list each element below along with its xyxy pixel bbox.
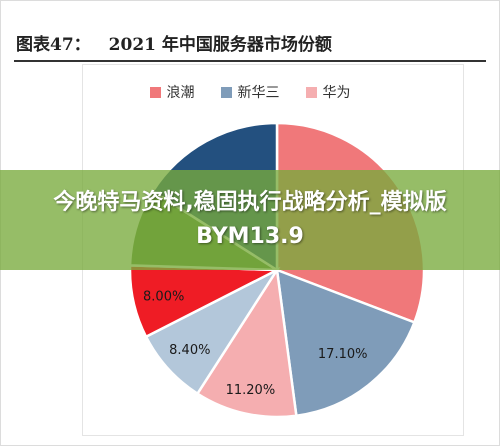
legend-swatch	[305, 86, 317, 98]
legend-label: 浪潮	[166, 85, 195, 101]
legend-item-langchao: 浪潮	[149, 82, 195, 102]
chart-legend: 浪潮 新华三 华为	[0, 82, 500, 102]
pie-slice-label: 8.00%	[143, 289, 184, 304]
figure-label: 图表47：	[16, 34, 91, 55]
overlay-banner-text: 今晚特马资料,稳固执行战略分析_模拟版BYM13.9	[53, 190, 447, 249]
pie-slice-label: 8.40%	[169, 343, 210, 358]
legend-swatch	[220, 86, 232, 98]
overlay-banner: 今晚特马资料,稳固执行战略分析_模拟版BYM13.9	[0, 170, 500, 270]
pie-slice	[195, 266, 298, 419]
legend-label: 华为	[322, 85, 351, 101]
legend-item-xinhuasan: 新华三	[220, 82, 280, 102]
legend-item-huawei: 华为	[305, 82, 351, 102]
title-divider	[14, 60, 486, 62]
pie-slice-label: 17.10%	[318, 347, 368, 362]
legend-swatch	[149, 86, 161, 98]
pie-slice-label: 11.20%	[226, 383, 276, 398]
figure-title: 2021 年中国服务器市场份额	[108, 34, 332, 55]
pie-slice	[275, 268, 416, 418]
legend-label: 新华三	[237, 85, 280, 101]
figure-header: 图表47： 2021 年中国服务器市场份额	[16, 27, 332, 57]
